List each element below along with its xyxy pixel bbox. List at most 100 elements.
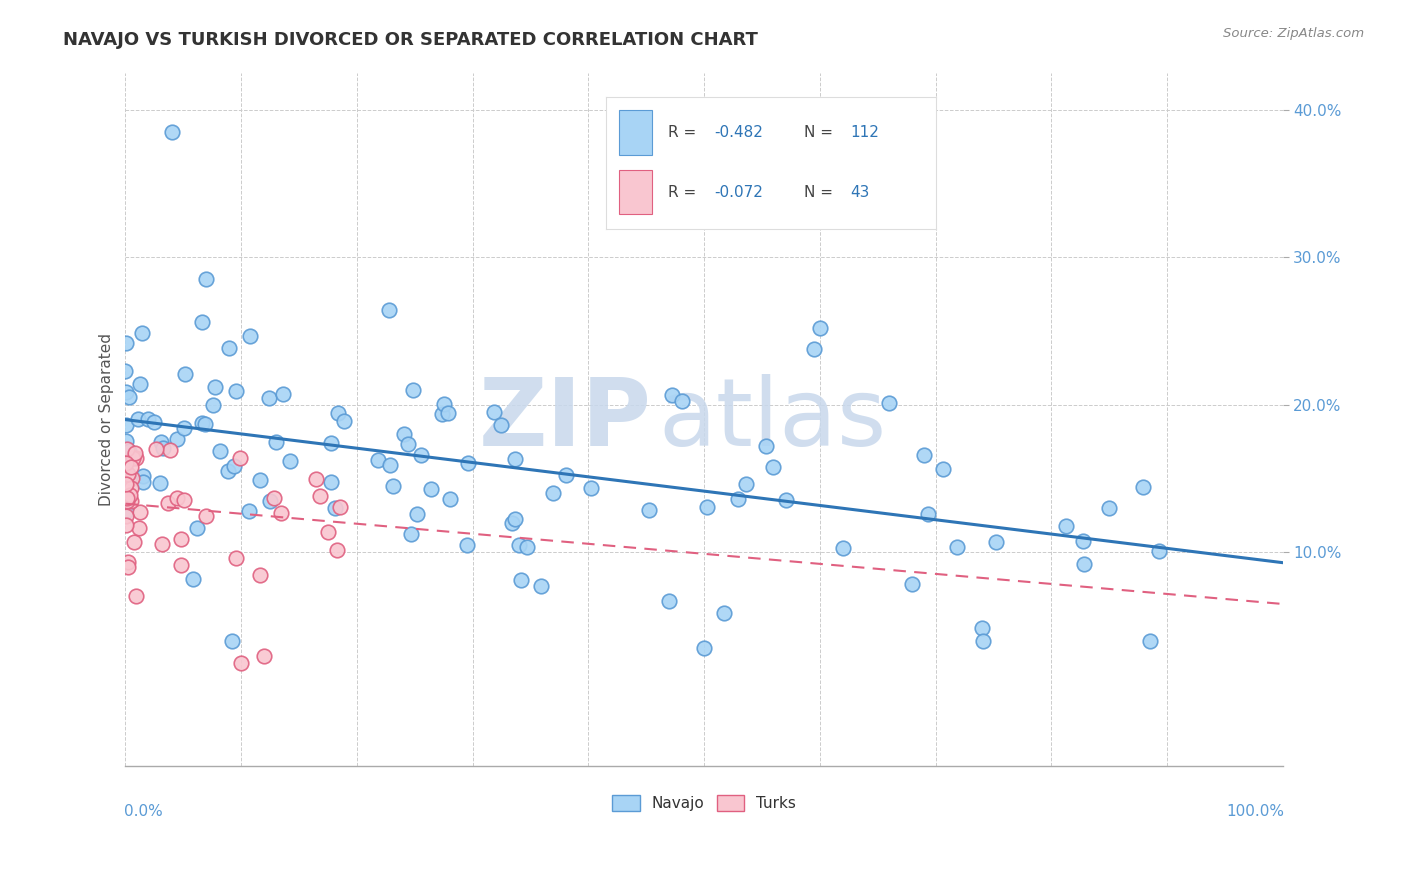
Point (115, 335, 138, 350)
Point (150, 434, 173, 449)
Point (917, 507, 939, 521)
Point (259, 494, 281, 508)
Point (329, 500, 352, 514)
Point (131, 326, 153, 340)
Point (457, 456, 479, 470)
Legend: Navajo, Turks: Navajo, Turks (606, 789, 803, 818)
Point (117, 560, 139, 574)
Point (218, 342, 240, 356)
Point (225, 384, 247, 398)
Point (181, 572, 204, 586)
Point (224, 459, 246, 474)
Point (160, 125, 183, 139)
Point (115, 418, 138, 433)
Point (124, 446, 146, 460)
Point (326, 406, 349, 420)
Point (491, 418, 513, 433)
Point (808, 321, 831, 335)
Point (326, 542, 349, 557)
Point (115, 491, 138, 505)
Point (257, 391, 280, 405)
Point (439, 492, 461, 507)
Text: 100.0%: 100.0% (1226, 805, 1284, 820)
Point (173, 420, 195, 434)
Point (516, 541, 538, 555)
Point (658, 594, 681, 608)
Point (266, 435, 288, 450)
Point (775, 493, 797, 508)
Point (401, 527, 423, 541)
Point (208, 443, 231, 458)
Point (152, 441, 174, 455)
Point (405, 507, 427, 521)
Point (120, 460, 142, 475)
Point (156, 496, 179, 510)
Point (309, 489, 332, 503)
Point (901, 576, 924, 591)
Point (166, 432, 188, 446)
Point (117, 494, 139, 508)
Point (191, 416, 214, 430)
Point (127, 411, 149, 425)
Point (484, 404, 506, 418)
Point (433, 396, 456, 410)
Point (271, 387, 294, 401)
Point (117, 555, 139, 569)
Point (166, 491, 188, 505)
Point (238, 329, 260, 343)
Point (503, 512, 526, 526)
Text: ZIP: ZIP (479, 374, 652, 466)
Point (316, 524, 339, 539)
Point (190, 315, 212, 329)
Point (253, 648, 276, 663)
Point (541, 486, 564, 500)
Point (727, 492, 749, 507)
Point (149, 476, 172, 491)
Point (378, 303, 401, 318)
Point (305, 472, 328, 486)
Point (125, 590, 148, 604)
Point (555, 467, 578, 482)
Text: NAVAJO VS TURKISH DIVORCED OR SEPARATED CORRELATION CHART: NAVAJO VS TURKISH DIVORCED OR SEPARATED … (63, 31, 758, 49)
Point (278, 454, 301, 468)
Point (228, 450, 250, 465)
Y-axis label: Divorced or Separated: Divorced or Separated (100, 333, 114, 506)
Point (380, 458, 402, 472)
Point (117, 442, 139, 456)
Point (136, 412, 159, 426)
Point (120, 488, 142, 502)
Point (270, 506, 292, 520)
Point (124, 450, 146, 465)
Point (238, 503, 260, 517)
Point (249, 568, 271, 582)
Point (430, 407, 453, 421)
Point (174, 367, 197, 381)
Point (115, 509, 138, 524)
Point (381, 479, 404, 493)
Point (803, 342, 825, 356)
Point (877, 396, 900, 410)
Point (122, 535, 145, 549)
Point (932, 462, 955, 476)
Point (319, 436, 342, 450)
Point (231, 656, 253, 670)
Point (225, 550, 247, 565)
Point (436, 406, 458, 420)
Point (1054, 518, 1077, 533)
Point (118, 390, 141, 404)
Point (671, 393, 693, 408)
Point (529, 579, 551, 593)
Point (202, 398, 225, 412)
Point (115, 445, 138, 459)
Point (1147, 544, 1170, 558)
Point (186, 521, 208, 535)
Point (132, 475, 155, 489)
Point (194, 417, 217, 431)
Point (121, 481, 143, 495)
Point (120, 493, 142, 508)
Text: atlas: atlas (658, 374, 886, 466)
Point (114, 518, 136, 533)
Point (762, 459, 785, 474)
Point (396, 437, 419, 451)
Point (1132, 480, 1154, 494)
